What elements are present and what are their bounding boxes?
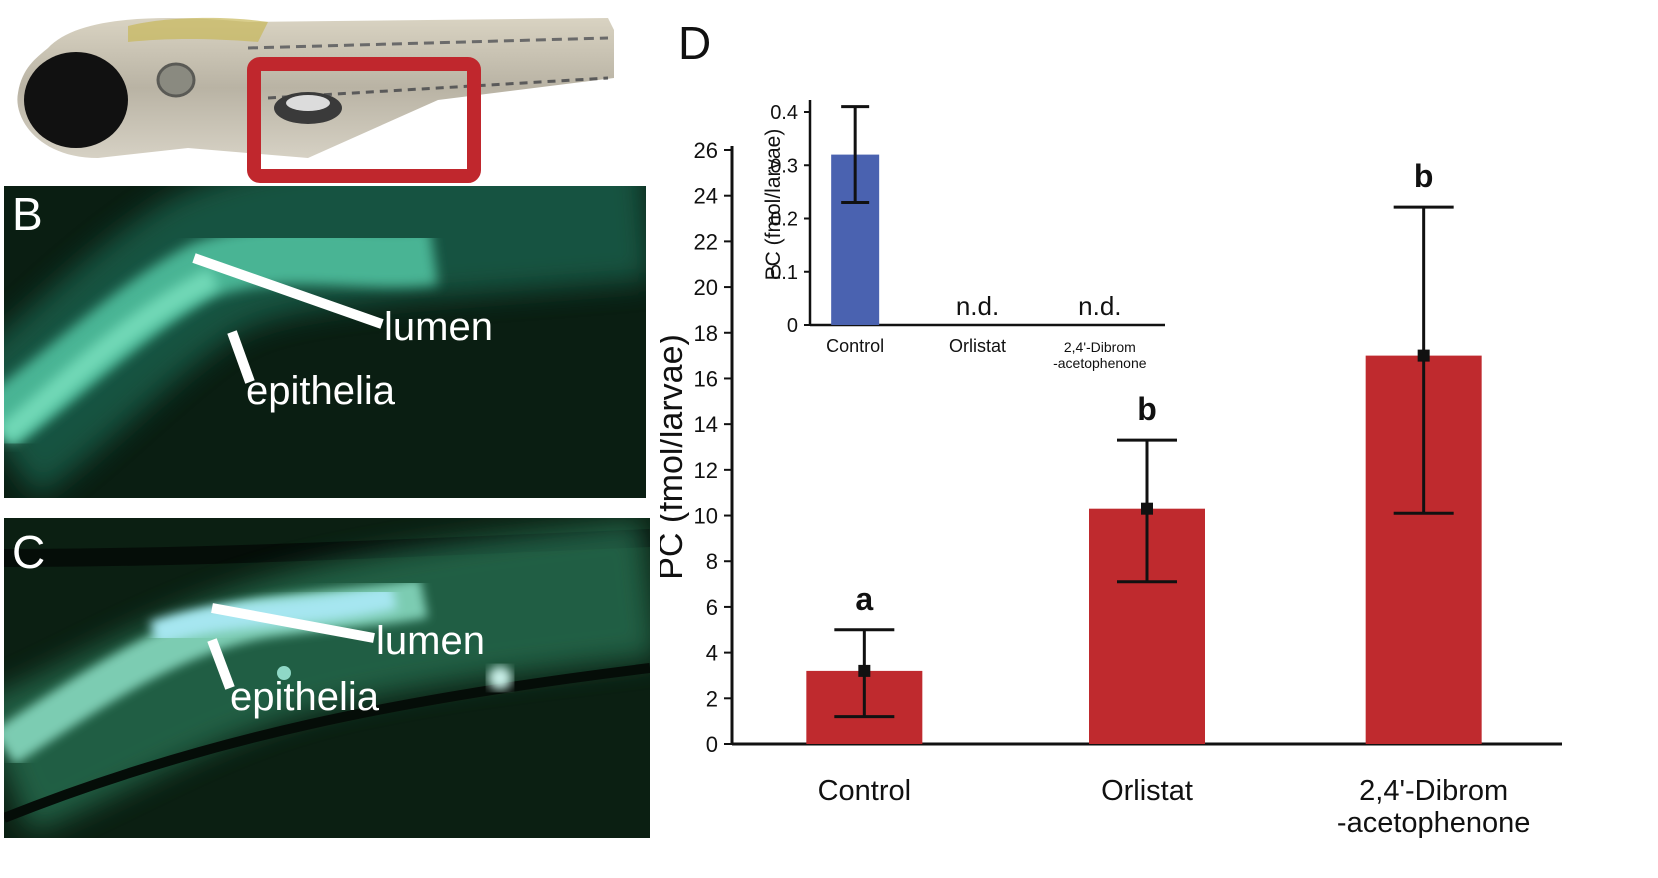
inset-nd-label: n.d. bbox=[1078, 291, 1121, 321]
inset-y-tick-label: 0 bbox=[787, 315, 798, 337]
mean-marker bbox=[1417, 349, 1430, 362]
epithelia-label-b: epithelia bbox=[246, 369, 396, 413]
lumen-label-b: lumen bbox=[384, 305, 493, 349]
inset-x-tick-label: 2,4'-Dibrom -acetophenone bbox=[1053, 339, 1147, 371]
x-tick-label: Control bbox=[818, 775, 912, 807]
y-tick-label: 6 bbox=[706, 595, 718, 620]
inset-y-tick-label: 0.4 bbox=[770, 102, 798, 124]
mean-marker bbox=[858, 664, 871, 677]
significance-label: b bbox=[1137, 391, 1157, 427]
lumen-label-c: lumen bbox=[376, 619, 485, 663]
y-tick-label: 12 bbox=[694, 458, 718, 483]
inset-chart: 0 0.1 0.2 0.3 0.4 PC (fmol/larvae) Control n.d.… bbox=[762, 100, 1165, 371]
x-tick-label: 2,4'-Dibrom -acetophenone bbox=[1337, 775, 1531, 839]
inset-y-tick-label: 0.2 bbox=[770, 209, 798, 231]
micrograph-b: lumen epithelia B bbox=[4, 186, 646, 498]
x-tick-label: Orlistat bbox=[1101, 775, 1193, 807]
panel-letter-b: B bbox=[12, 188, 43, 240]
y-tick-label: 26 bbox=[694, 138, 718, 163]
inset-nd-label: n.d. bbox=[956, 291, 999, 321]
y-tick-label: 20 bbox=[694, 275, 718, 300]
panel-letter-c: C bbox=[12, 526, 45, 578]
inset-y-tick-label: 0.1 bbox=[770, 262, 798, 284]
larva-photo bbox=[8, 8, 618, 188]
y-tick-label: 0 bbox=[706, 732, 718, 757]
significance-label: a bbox=[855, 581, 873, 617]
mean-marker bbox=[1141, 502, 1153, 515]
y-axis-label: PC (fmol/larvae) bbox=[660, 334, 690, 580]
y-tick-label: 8 bbox=[706, 549, 718, 574]
inset-x-tick-label: Orlistat bbox=[949, 336, 1006, 356]
inset-y-tick-label: 0.3 bbox=[770, 155, 798, 177]
y-tick-label: 4 bbox=[706, 641, 718, 666]
y-tick-label: 16 bbox=[694, 366, 718, 391]
y-tick-label: 18 bbox=[694, 321, 718, 346]
micrograph-c: lumen epithelia C bbox=[4, 518, 650, 838]
significance-label: b bbox=[1414, 158, 1434, 194]
y-tick-label: 10 bbox=[694, 504, 718, 529]
inset-y-axis-label: PC (fmol/larvae) bbox=[762, 129, 785, 281]
y-tick-label: 22 bbox=[694, 229, 718, 254]
panel-letter-d: D bbox=[678, 17, 712, 69]
y-tick-label: 2 bbox=[706, 686, 718, 711]
y-tick-label: 24 bbox=[694, 184, 718, 209]
inset-x-tick-label: Control bbox=[826, 336, 884, 356]
y-tick-label: 14 bbox=[694, 412, 718, 437]
epithelia-label-c: epithelia bbox=[230, 675, 380, 719]
